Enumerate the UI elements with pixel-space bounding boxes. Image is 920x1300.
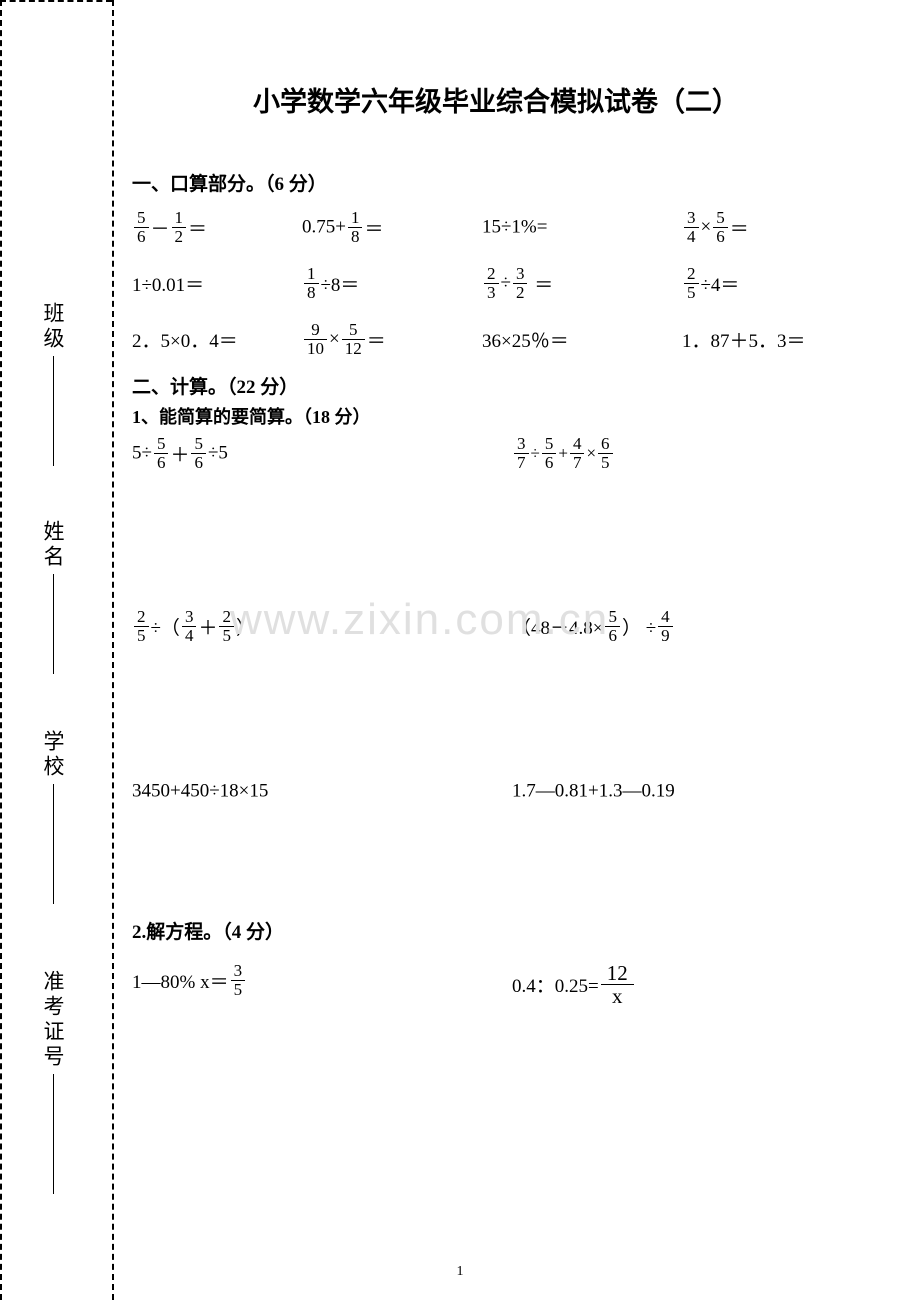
section2-sub1: 1、能简算的要简算。（18 分） [132,403,860,429]
side-line [53,1074,54,1194]
page-number: 1 [0,1264,920,1280]
sec2-pair1: 5÷56＋56÷5 37÷56+47×65 [132,435,860,472]
section1-head: 一、口算部分。（6 分） [132,169,860,196]
page-title: 小学数学六年级毕业综合模拟试卷（二） [132,80,860,119]
side-line [53,574,54,674]
dashed-border-left [0,0,2,1300]
side-zhunkao-label: 准考证号 [38,970,68,1070]
sec1-row3: 2．5×0．4＝ 910×512＝ 36×25％＝ 1．87＋5．3＝ [132,314,860,364]
sec2-pair2: 25÷（34＋25） （48－4.8×56） ÷49 [132,608,860,645]
section2-sub2: 2.解方程。（4 分） [132,917,860,944]
sec1-row1: 56－12＝ 0.75+18＝ 15÷1%= 34×56＝ [132,202,860,252]
dashed-border-inner [112,0,114,1300]
sec1-row2: 1÷0.01＝ 18÷8＝ 23÷32 ＝ 25÷4＝ [132,258,860,308]
side-banji-label: 班级 [38,302,68,352]
content-area: 小学数学六年级毕业综合模拟试卷（二） 一、口算部分。（6 分） 56－12＝ 0… [132,80,860,1007]
side-xingming: 姓名 [38,520,68,674]
side-xuexiao-label: 学校 [38,730,68,780]
side-zhunkao: 准考证号 [38,970,68,1194]
side-xingming-label: 姓名 [38,520,68,570]
sec2-pair4: 1―80% x＝35 0.4：0.25=12x [132,962,860,1007]
side-xuexiao: 学校 [38,730,68,904]
side-banji: 班级 [38,302,68,466]
sec2-pair3: 3450+450÷18×15 1.7―0.81+1.3―0.19 [132,780,860,803]
side-label-column: 班级 姓名 学校 准考证号 [38,0,68,1300]
side-line [53,356,54,466]
section2-head: 二、计算。（22 分） [132,372,860,399]
side-line [53,784,54,904]
